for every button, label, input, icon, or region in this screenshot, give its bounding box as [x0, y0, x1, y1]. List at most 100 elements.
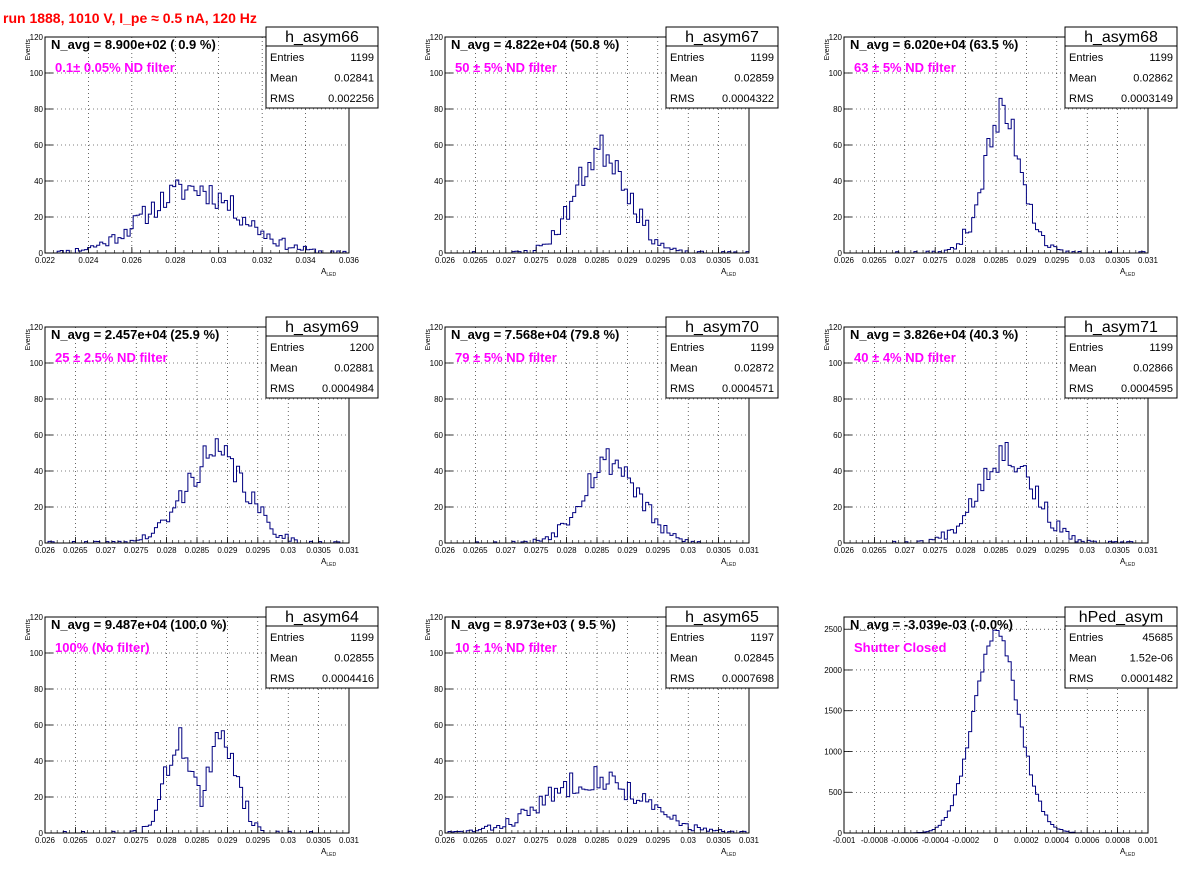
y-tick-label: 40 — [434, 467, 443, 476]
y-tick-label: 80 — [434, 395, 443, 404]
histogram-panel-h_asym67: 0.026 0.0265 0.027 0.0275 0.028 0.0285 0.029 0.… — [425, 26, 779, 278]
stat-label: RMS — [1069, 383, 1093, 395]
y-tick-label: 80 — [34, 395, 43, 404]
stat-label: RMS — [270, 93, 294, 105]
x-tick-label: 0.036 — [339, 256, 360, 265]
y-tick-label: 1500 — [824, 707, 842, 716]
y-tick-label: 80 — [434, 685, 443, 694]
stats-box — [265, 316, 379, 399]
y-tick-label: 1000 — [824, 747, 842, 756]
histogram-name: h_asym66 — [285, 29, 359, 46]
y-tick-label: 80 — [833, 105, 842, 114]
stat-value: 0.0004322 — [722, 93, 774, 105]
stat-value: 45685 — [1142, 632, 1173, 644]
x-tick-label: 0.031 — [339, 546, 360, 555]
x-tick-label: 0.0275 — [923, 256, 948, 265]
x-tick-label: 0.0265 — [463, 836, 488, 845]
y-axis-title: Events — [425, 329, 432, 351]
y-tick-label: 120 — [430, 323, 444, 332]
histogram-name: hPed_asym — [1079, 609, 1164, 626]
x-tick-label: 0.0265 — [463, 546, 488, 555]
x-tick-label: 0.0002 — [1014, 836, 1039, 845]
x-tick-label: 0.027 — [496, 546, 517, 555]
histogram-name: h_asym68 — [1084, 29, 1158, 46]
x-tick-label: 0.026 — [834, 256, 855, 265]
y-tick-label: 120 — [30, 613, 44, 622]
x-axis-title: ALED — [1120, 847, 1135, 858]
x-tick-label: 0.0295 — [646, 256, 671, 265]
y-tick-label: 40 — [34, 467, 43, 476]
y-tick-label: 40 — [833, 177, 842, 186]
y-tick-label: 60 — [833, 141, 842, 150]
y-tick-label: 100 — [829, 359, 843, 368]
x-tick-label: 0.0295 — [646, 546, 671, 555]
y-tick-label: 2000 — [824, 666, 842, 675]
navg-label: N_avg = -3.039e-03 (-0.0%) — [850, 617, 1013, 632]
filter-label: 50 ± 5% ND filter — [455, 60, 557, 75]
navg-label: N_avg = 4.822e+04 (50.8 %) — [451, 37, 619, 52]
stat-value: 1197 — [750, 632, 774, 644]
x-tick-label: 0.03 — [680, 546, 696, 555]
histogram-line — [445, 134, 750, 254]
histogram-panel-h_asym66: 0.022 0.024 0.026 0.028 0.03 0.032 0.034 0.036 0… — [25, 26, 379, 278]
x-tick-label: 0.029 — [217, 836, 238, 845]
stat-label: Entries — [270, 632, 305, 644]
x-tick-label: 0.0265 — [463, 256, 488, 265]
histogram-panel-h_asym70: 0.026 0.0265 0.027 0.0275 0.028 0.0285 0.029 0.… — [425, 316, 779, 568]
x-tick-label: 0.027 — [496, 256, 517, 265]
y-tick-label: 60 — [434, 431, 443, 440]
histogram-panel-h_asym69: 0.026 0.0265 0.027 0.0275 0.028 0.0285 0.029 0.… — [25, 316, 379, 568]
navg-label: N_avg = 3.826e+04 (40.3 %) — [850, 327, 1018, 342]
x-tick-label: 0.0265 — [862, 256, 887, 265]
stat-label: Mean — [1069, 73, 1097, 85]
filter-label: 79 ± 5% ND filter — [455, 350, 557, 365]
filter-label: 0.1± 0.05% ND filter — [55, 60, 175, 75]
y-tick-label: 0 — [39, 249, 44, 258]
stat-value: 0.0003149 — [1121, 93, 1173, 105]
y-tick-label: 60 — [34, 141, 43, 150]
stat-value: 0.02841 — [334, 73, 374, 85]
histogram-line — [445, 766, 749, 834]
x-tick-label: 0.028 — [956, 546, 977, 555]
x-tick-label: 0.026 — [834, 546, 855, 555]
x-tick-label: 0.028 — [157, 836, 178, 845]
y-tick-label: 2500 — [824, 625, 842, 634]
y-tick-label: 120 — [30, 323, 44, 332]
x-tick-label: 0.026 — [435, 256, 456, 265]
x-tick-label: 0.03 — [680, 256, 696, 265]
stat-label: Entries — [270, 342, 305, 354]
stat-label: Entries — [670, 342, 705, 354]
histogram-panel-hPed_asym: -0.001 -0.0008 -0.0006 -0.0004 -0.0002 0 0.000… — [824, 606, 1178, 858]
y-tick-label: 100 — [430, 359, 444, 368]
stat-value: 1199 — [750, 342, 774, 354]
x-tick-label: 0.029 — [1016, 546, 1037, 555]
stat-label: Mean — [1069, 653, 1097, 665]
y-tick-label: 0 — [838, 249, 843, 258]
filter-label: 10 ± 1% ND filter — [455, 640, 557, 655]
x-tick-label: 0.03 — [211, 256, 227, 265]
stat-label: Entries — [670, 52, 705, 64]
y-tick-label: 80 — [34, 105, 43, 114]
y-tick-label: 40 — [833, 467, 842, 476]
x-tick-label: 0.032 — [252, 256, 273, 265]
y-tick-label: 20 — [34, 503, 43, 512]
x-tick-label: 0.026 — [435, 836, 456, 845]
x-tick-label: 0.0275 — [124, 836, 149, 845]
navg-label: N_avg = 6.020e+04 (63.5 %) — [850, 37, 1018, 52]
x-tick-label: 0.029 — [617, 836, 638, 845]
stat-value: 1200 — [350, 342, 374, 354]
histogram-line — [445, 448, 749, 544]
x-tick-label: 0.029 — [217, 546, 238, 555]
x-tick-label: 0.026 — [122, 256, 143, 265]
histogram-panel-h_asym65: 0.026 0.0265 0.027 0.0275 0.028 0.0285 0.029 0.… — [425, 606, 779, 858]
y-axis-title: Events — [425, 39, 432, 61]
x-tick-label: 0.0008 — [1105, 836, 1130, 845]
x-tick-label: 0.0295 — [1045, 546, 1070, 555]
y-tick-label: 60 — [833, 431, 842, 440]
x-tick-label: 0.031 — [1138, 546, 1159, 555]
histogram-name: h_asym64 — [285, 609, 359, 626]
stat-label: Mean — [670, 363, 698, 375]
histogram-name: h_asym65 — [685, 609, 759, 626]
y-tick-label: 120 — [430, 613, 444, 622]
x-axis-title: ALED — [721, 847, 736, 858]
